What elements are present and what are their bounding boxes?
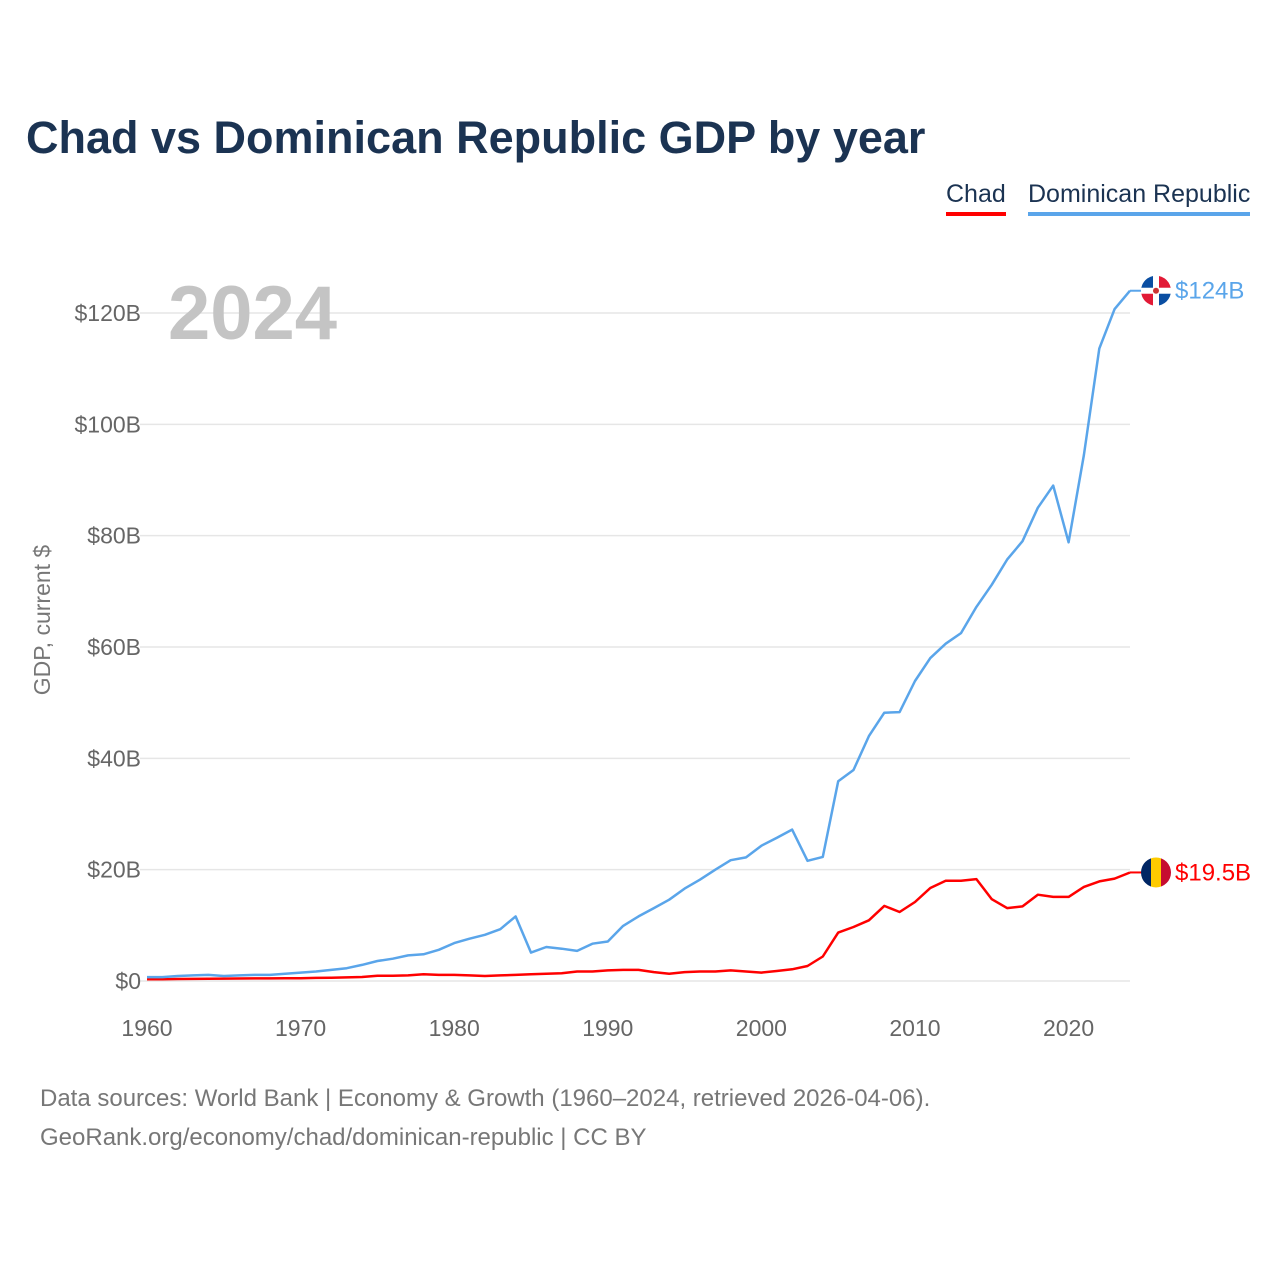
y-tick-label: $60B: [87, 634, 141, 660]
legend-item-chad[interactable]: Chad: [946, 180, 1006, 216]
dominican-republic-flag-icon: [1141, 275, 1171, 306]
series-line-dominican-republic: [147, 289, 1131, 979]
footer-sources: Data sources: World Bank | Economy & Gro…: [40, 1085, 931, 1112]
footer-link[interactable]: GeoRank.org/economy/chad/dominican-repub…: [40, 1124, 647, 1151]
end-value-label: $124B: [1175, 278, 1244, 305]
y-tick-label: $20B: [87, 857, 141, 883]
y-tick-label: $80B: [87, 523, 141, 549]
year-watermark: 2024: [168, 271, 337, 356]
y-tick-label: $0: [115, 968, 141, 994]
y-tick-label: $40B: [87, 745, 141, 771]
y-tick-label: $100B: [74, 411, 141, 437]
legend-item-dominican-republic[interactable]: Dominican Republic: [1028, 180, 1251, 216]
series-line-chad: [146, 871, 1131, 981]
chad-flag-icon: [1141, 857, 1171, 888]
end-value-label: $19.5B: [1175, 859, 1251, 886]
x-tick-label: 2020: [1043, 1015, 1094, 1041]
x-tick-label: 1990: [582, 1015, 633, 1041]
x-tick-label: 1960: [121, 1015, 172, 1041]
x-tick-label: 2000: [736, 1015, 787, 1041]
x-tick-label: 1980: [429, 1015, 480, 1041]
y-tick-label: $120B: [74, 300, 141, 326]
x-tick-label: 1970: [275, 1015, 326, 1041]
chart-title: Chad vs Dominican Republic GDP by year: [26, 112, 926, 163]
y-axis-label: GDP, current $: [29, 545, 55, 696]
x-tick-label: 2010: [889, 1015, 940, 1041]
